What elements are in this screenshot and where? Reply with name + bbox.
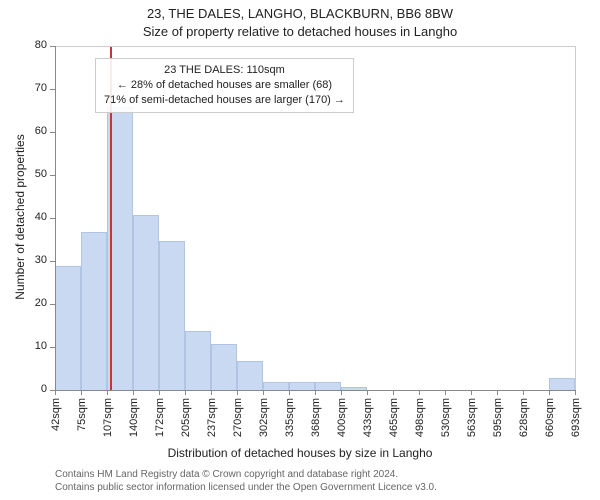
- footer-line-2: Contains public sector information licen…: [55, 481, 437, 494]
- x-tick-label: 172sqm: [154, 398, 166, 448]
- x-tick-label: 205sqm: [180, 398, 192, 448]
- footer-line-1: Contains HM Land Registry data © Crown c…: [55, 468, 437, 481]
- y-tick-label: 0: [0, 383, 47, 395]
- x-tick-label: 530sqm: [440, 398, 452, 448]
- footer-text: Contains HM Land Registry data © Crown c…: [55, 468, 437, 494]
- x-tick-label: 465sqm: [388, 398, 400, 448]
- y-tick-label: 40: [0, 211, 47, 223]
- x-tick-label: 335sqm: [284, 398, 296, 448]
- y-tick-label: 30: [0, 254, 47, 266]
- y-tick-label: 50: [0, 168, 47, 180]
- y-tick-label: 70: [0, 82, 47, 94]
- histogram-bar: [185, 331, 211, 391]
- y-tick-label: 20: [0, 297, 47, 309]
- histogram-bar: [159, 241, 185, 392]
- x-tick-label: 433sqm: [362, 398, 374, 448]
- y-tick-label: 60: [0, 125, 47, 137]
- x-tick-label: 595sqm: [492, 398, 504, 448]
- x-tick-label: 660sqm: [544, 398, 556, 448]
- x-tick-label: 563sqm: [466, 398, 478, 448]
- x-tick-label: 140sqm: [128, 398, 140, 448]
- chart-container: 23, THE DALES, LANGHO, BLACKBURN, BB6 8B…: [0, 0, 600, 500]
- x-tick-label: 42sqm: [50, 398, 62, 448]
- x-tick-label: 302sqm: [258, 398, 270, 448]
- y-tick-label: 10: [0, 340, 47, 352]
- title-sub: Size of property relative to detached ho…: [0, 24, 600, 39]
- y-tick-label: 80: [0, 39, 47, 51]
- histogram-bar: [81, 232, 107, 391]
- title-main: 23, THE DALES, LANGHO, BLACKBURN, BB6 8B…: [0, 6, 600, 21]
- annotation-line: 71% of semi-detached houses are larger (…: [104, 93, 345, 108]
- x-tick-label: 400sqm: [336, 398, 348, 448]
- x-axis-title: Distribution of detached houses by size …: [0, 446, 600, 460]
- x-tick-label: 498sqm: [414, 398, 426, 448]
- histogram-bar: [237, 361, 263, 391]
- annotation-line: 23 THE DALES: 110sqm: [104, 63, 345, 78]
- annotation-box: 23 THE DALES: 110sqm← 28% of detached ho…: [95, 58, 354, 113]
- x-tick-label: 368sqm: [310, 398, 322, 448]
- histogram-bar: [133, 215, 159, 391]
- x-tick-label: 75sqm: [76, 398, 88, 448]
- x-tick-label: 107sqm: [102, 398, 114, 448]
- annotation-line: ← 28% of detached houses are smaller (68…: [104, 78, 345, 93]
- x-tick-label: 237sqm: [206, 398, 218, 448]
- x-tick-label: 693sqm: [570, 398, 582, 448]
- x-tick-label: 628sqm: [518, 398, 530, 448]
- histogram-bar: [211, 344, 237, 391]
- x-tick-label: 270sqm: [232, 398, 244, 448]
- histogram-bar: [55, 266, 81, 391]
